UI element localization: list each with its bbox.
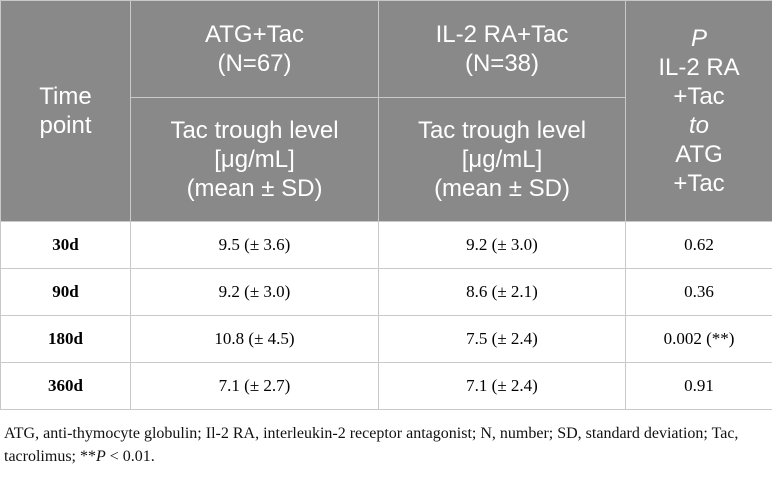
header-text: +Tac [673, 83, 725, 110]
header-text: Tac trough level [417, 117, 587, 144]
value-cell: 0.62 [625, 221, 772, 269]
group-header: ATG+Tac (N=67) [130, 0, 379, 98]
header-text: [μg/mL] [214, 146, 295, 173]
time-point-cell: 180d [0, 315, 131, 363]
time-point-cell: 30d [0, 221, 131, 269]
header-text: to [688, 112, 709, 139]
value-cell: 0.002 (**) [625, 315, 772, 363]
time-point-header: Time point [0, 0, 131, 222]
header-text: P [690, 25, 707, 52]
value-cell: 0.91 [625, 362, 772, 410]
footnote-text: P [95, 448, 106, 465]
table-row: 360d 7.1 (± 2.7) 7.1 (± 2.4) 0.91 [0, 362, 772, 410]
header-text: (mean ± SD) [434, 175, 570, 202]
value-cell: 7.1 (± 2.4) [378, 362, 626, 410]
table-body: 30d 9.5 (± 3.6) 9.2 (± 3.0) 0.62 90d 9.2 (± 3… [0, 221, 772, 410]
value-cell: 9.2 (± 3.0) [378, 221, 626, 269]
value-cell: 9.2 (± 3.0) [130, 268, 379, 316]
footnote-text: ATG, anti-thymocyte globulin; Il-2 RA, i… [4, 425, 739, 465]
time-point-cell: 360d [0, 362, 131, 410]
footnote: ATG, anti-thymocyte globulin; Il-2 RA, i… [4, 422, 768, 468]
header-text: ATG+Tac [205, 21, 304, 48]
header-text: (N=67) [217, 50, 292, 77]
value-cell: 8.6 (± 2.1) [378, 268, 626, 316]
data-table: Time point ATG+Tac (N=67) IL-2 RA+Tac (N… [0, 0, 772, 410]
value-cell: 10.8 (± 4.5) [130, 315, 379, 363]
table-row: 180d 10.8 (± 4.5) 7.5 (± 2.4) 0.002 (**) [0, 315, 772, 363]
header-text: IL-2 RA [658, 54, 740, 81]
group-header: IL-2 RA+Tac (N=38) [378, 0, 626, 98]
header-text: +Tac [673, 170, 725, 197]
header-text: ATG [675, 141, 723, 168]
header-text: [μg/mL] [461, 146, 543, 173]
header-text: Time [39, 83, 92, 110]
measure-header: Tac trough level [μg/mL] (mean ± SD) [378, 97, 626, 222]
header-text: Tac trough level [170, 117, 339, 144]
table-row: 90d 9.2 (± 3.0) 8.6 (± 2.1) 0.36 [0, 268, 772, 316]
p-header: P IL-2 RA +Tac to ATG +Tac [625, 0, 772, 222]
time-point-cell: 90d [0, 268, 131, 316]
value-cell: 7.5 (± 2.4) [378, 315, 626, 363]
measure-header: Tac trough level [μg/mL] (mean ± SD) [130, 97, 379, 222]
header-text: point [39, 112, 92, 139]
table-row: 30d 9.5 (± 3.6) 9.2 (± 3.0) 0.62 [0, 221, 772, 269]
header-text: (mean ± SD) [186, 175, 323, 202]
value-cell: 7.1 (± 2.7) [130, 362, 379, 410]
header-text: IL-2 RA+Tac [435, 21, 569, 48]
footnote-text: < 0.01. [105, 448, 155, 465]
value-cell: 9.5 (± 3.6) [130, 221, 379, 269]
value-cell: 0.36 [625, 268, 772, 316]
header-text: (N=38) [464, 50, 540, 77]
